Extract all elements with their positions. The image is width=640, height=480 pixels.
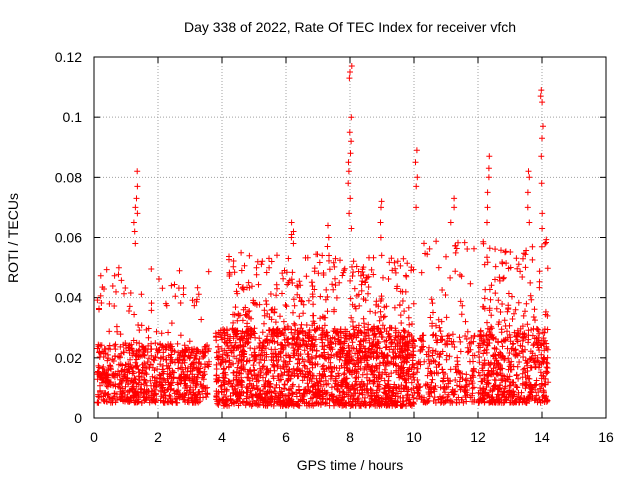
- x-tick-label: 14: [534, 429, 550, 445]
- x-tick-label: 4: [218, 429, 226, 445]
- x-tick-label: 0: [90, 429, 98, 445]
- axis-ticks: 0 2 4 6 8 10 12 14 16 0 0.02 0.04 0.06 0.08 0.1 0.12: [55, 49, 614, 445]
- x-tick-label: 2: [154, 429, 162, 445]
- x-tick-label: 16: [598, 429, 614, 445]
- y-tick-label: 0.08: [55, 169, 82, 185]
- y-tick-label: 0.12: [55, 49, 82, 65]
- x-tick-label: 10: [406, 429, 422, 445]
- x-tick-label: 6: [282, 429, 290, 445]
- y-tick-label: 0.1: [63, 109, 83, 125]
- x-tick-label: 12: [470, 429, 486, 445]
- y-tick-label: 0.04: [55, 290, 82, 306]
- x-axis-label: GPS time / hours: [297, 457, 404, 473]
- x-tick-label: 8: [346, 429, 354, 445]
- y-tick-label: 0: [74, 410, 82, 426]
- data-points: [94, 63, 552, 409]
- y-tick-label: 0.06: [55, 230, 82, 246]
- y-axis-label: ROTI / TECUs: [5, 193, 21, 283]
- chart-title: Day 338 of 2022, Rate Of TEC Index for r…: [184, 19, 516, 35]
- roti-points: [94, 63, 552, 409]
- y-tick-label: 0.02: [55, 350, 82, 366]
